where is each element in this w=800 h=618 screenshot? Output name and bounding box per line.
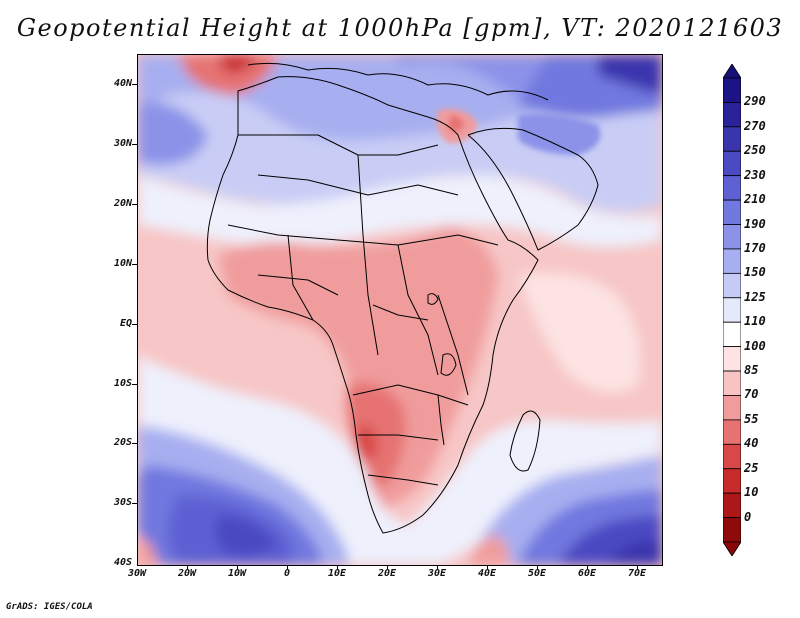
colorbar-segment <box>723 443 741 470</box>
colorbar-segment <box>723 77 741 103</box>
colorbar-segment <box>723 102 741 128</box>
colorbar-label: 110 <box>744 314 766 329</box>
colorbar-label: 150 <box>744 265 766 280</box>
colorbar-label: 190 <box>744 216 766 231</box>
y-tick-label: 10S <box>113 378 132 389</box>
x-tick-label: 60E <box>577 568 597 579</box>
x-tick-label: 40E <box>477 568 497 579</box>
colorbar-label: 40 <box>744 436 759 451</box>
x-tick-label: 20E <box>377 568 397 579</box>
x-tick-label: 70E <box>627 568 647 579</box>
colorbar-segment <box>723 395 741 421</box>
colorbar-segment <box>723 150 741 177</box>
colorbar-top-arrow <box>723 64 741 79</box>
colorbar-segment <box>723 346 741 372</box>
y-tick-label: 20N <box>113 198 132 209</box>
x-tick-label: 50E <box>527 568 547 579</box>
colorbar-label: 0 <box>744 509 752 524</box>
colorbar-label: 125 <box>744 289 766 304</box>
y-tick-label: 40S <box>113 557 132 568</box>
y-tick-label: 20S <box>113 437 132 448</box>
coastline-boundaries <box>206 62 599 534</box>
colorbar-segment <box>723 468 741 494</box>
x-tick-label: 0 <box>283 568 291 579</box>
colorbar-segment <box>723 248 741 274</box>
x-tick-label: 10E <box>327 568 347 579</box>
geopotential-height-map <box>138 55 662 565</box>
colorbar-label: 290 <box>744 94 766 109</box>
colorbar-label: 210 <box>744 192 766 207</box>
colorbar-label: 85 <box>744 363 759 378</box>
colorbar-label: 230 <box>744 167 766 182</box>
colorbar <box>723 64 741 556</box>
colorbar-label: 25 <box>744 460 759 475</box>
x-tick-label: 10W <box>227 568 247 579</box>
y-tick-label: 30N <box>113 138 132 149</box>
colorbar-segment <box>723 370 741 396</box>
y-tick-label: 30S <box>113 497 132 508</box>
x-tick-label: 30W <box>127 568 147 579</box>
x-tick-label: 30E <box>427 568 447 579</box>
colorbar-segment <box>723 297 741 323</box>
colorbar-segment <box>723 517 741 543</box>
colorbar-segment <box>723 419 741 445</box>
map-panel <box>137 54 663 566</box>
colorbar-label: 10 <box>744 485 759 500</box>
colorbar-label: 250 <box>744 143 766 158</box>
x-tick-label: 20W <box>177 568 197 579</box>
colorbar-label: 170 <box>744 240 766 255</box>
colorbar-segment <box>723 175 741 201</box>
colorbar-segment <box>723 492 741 518</box>
colorbar-segment <box>723 321 741 348</box>
colorbar-label: 70 <box>744 387 759 402</box>
colorbar-label: 100 <box>744 338 766 353</box>
y-tick-label: EQ <box>119 318 132 329</box>
colorbar-segment <box>723 199 741 225</box>
colorbar-bottom-arrow <box>723 541 741 556</box>
colorbar-label: 270 <box>744 118 766 133</box>
colorbar-segment <box>723 126 741 152</box>
y-tick-label: 40N <box>113 78 132 89</box>
colorbar-label: 55 <box>744 411 759 426</box>
y-tick-label: 10N <box>113 258 132 269</box>
map-title: Geopotential Height at 1000hPa [gpm], VT… <box>16 14 784 42</box>
colorbar-segment <box>723 224 741 250</box>
grads-credit: GrADS: IGES/COLA <box>6 602 93 612</box>
colorbar-segment <box>723 272 741 299</box>
